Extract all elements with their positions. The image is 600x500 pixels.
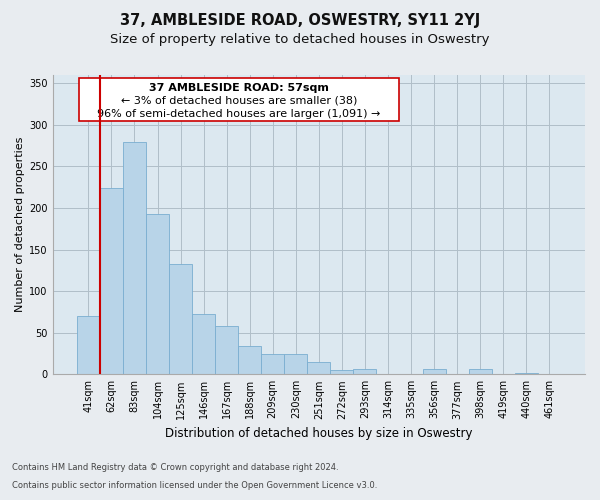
- Bar: [100, 188, 123, 374]
- Bar: [307, 362, 331, 374]
- Text: 37, AMBLESIDE ROAD, OSWESTRY, SY11 2YJ: 37, AMBLESIDE ROAD, OSWESTRY, SY11 2YJ: [120, 12, 480, 28]
- Text: ← 3% of detached houses are smaller (38): ← 3% of detached houses are smaller (38): [121, 96, 357, 106]
- Bar: [469, 370, 491, 374]
- Bar: [77, 316, 100, 374]
- Bar: [353, 370, 376, 374]
- Bar: [192, 314, 215, 374]
- Bar: [331, 370, 353, 374]
- Text: Contains HM Land Registry data © Crown copyright and database right 2024.: Contains HM Land Registry data © Crown c…: [12, 464, 338, 472]
- Text: 96% of semi-detached houses are larger (1,091) →: 96% of semi-detached houses are larger (…: [97, 108, 380, 118]
- FancyBboxPatch shape: [79, 78, 398, 122]
- Bar: [238, 346, 261, 374]
- X-axis label: Distribution of detached houses by size in Oswestry: Distribution of detached houses by size …: [165, 427, 473, 440]
- Text: Contains public sector information licensed under the Open Government Licence v3: Contains public sector information licen…: [12, 481, 377, 490]
- Bar: [284, 354, 307, 374]
- Bar: [215, 326, 238, 374]
- Bar: [169, 264, 192, 374]
- Bar: [146, 214, 169, 374]
- Bar: [261, 354, 284, 374]
- Bar: [123, 142, 146, 374]
- Text: 37 AMBLESIDE ROAD: 57sqm: 37 AMBLESIDE ROAD: 57sqm: [149, 82, 329, 92]
- Y-axis label: Number of detached properties: Number of detached properties: [15, 137, 25, 312]
- Bar: [422, 370, 446, 374]
- Text: Size of property relative to detached houses in Oswestry: Size of property relative to detached ho…: [110, 32, 490, 46]
